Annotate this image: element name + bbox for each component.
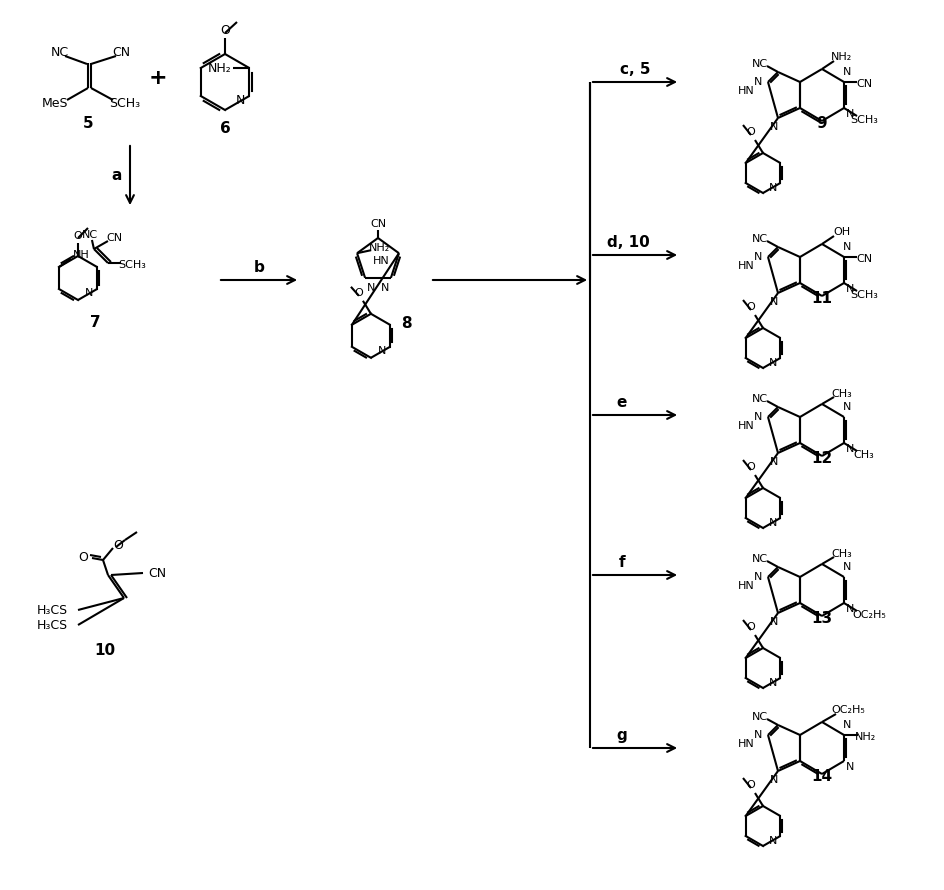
Text: 13: 13 <box>811 611 832 626</box>
Text: N: N <box>842 402 851 412</box>
Text: CN: CN <box>111 45 130 59</box>
Text: N: N <box>769 297 777 307</box>
Text: HN: HN <box>372 256 389 266</box>
Text: N: N <box>845 444 853 454</box>
Text: +: + <box>148 68 167 88</box>
Text: N: N <box>768 518 777 528</box>
Text: 8: 8 <box>400 316 411 331</box>
Text: HN: HN <box>737 261 753 271</box>
Text: O: O <box>113 538 123 552</box>
Text: 11: 11 <box>811 290 832 305</box>
Text: NH₂: NH₂ <box>854 732 876 742</box>
Text: N: N <box>366 283 375 293</box>
Text: d, 10: d, 10 <box>606 234 649 249</box>
Text: NC: NC <box>51 45 69 59</box>
Text: SCH₃: SCH₃ <box>850 115 877 125</box>
Text: NH₂: NH₂ <box>831 52 851 62</box>
Text: N: N <box>842 720 851 730</box>
Text: O: O <box>354 287 362 298</box>
Text: N: N <box>753 412 762 422</box>
Text: NC: NC <box>751 554 767 564</box>
Text: N: N <box>753 252 762 262</box>
Text: O: O <box>746 780 754 790</box>
Text: N: N <box>842 242 851 252</box>
Text: NH: NH <box>73 250 90 260</box>
Text: SCH₃: SCH₃ <box>850 290 877 300</box>
Text: HN: HN <box>737 86 753 96</box>
Text: N: N <box>845 604 853 614</box>
Text: N: N <box>753 572 762 582</box>
Text: 14: 14 <box>811 768 832 783</box>
Text: N: N <box>769 122 777 132</box>
Text: 7: 7 <box>90 314 100 329</box>
Text: NC: NC <box>82 230 98 240</box>
Text: SCH₃: SCH₃ <box>110 96 141 109</box>
Text: N: N <box>769 775 777 785</box>
Text: N: N <box>378 346 386 356</box>
Text: 9: 9 <box>816 116 826 131</box>
Text: N: N <box>845 762 853 772</box>
Text: 6: 6 <box>219 120 230 135</box>
Text: 10: 10 <box>94 643 115 658</box>
Text: CH₃: CH₃ <box>831 549 851 559</box>
Text: c, 5: c, 5 <box>619 61 649 77</box>
Text: NC: NC <box>751 394 767 404</box>
Text: CN: CN <box>106 233 122 243</box>
Text: N: N <box>753 77 762 87</box>
Text: HN: HN <box>737 739 753 749</box>
Text: 5: 5 <box>83 116 93 131</box>
Text: O: O <box>78 551 88 563</box>
Text: N: N <box>85 288 93 298</box>
Text: NH₂: NH₂ <box>207 61 231 75</box>
Text: a: a <box>111 167 122 182</box>
Text: CH₃: CH₃ <box>831 389 851 399</box>
Text: HN: HN <box>737 421 753 431</box>
Text: OH: OH <box>833 227 850 237</box>
Text: N: N <box>768 358 777 368</box>
Text: O: O <box>74 231 82 241</box>
Text: N: N <box>768 183 777 193</box>
Text: H₃CS: H₃CS <box>37 603 68 617</box>
Text: O: O <box>746 462 754 472</box>
Text: O: O <box>746 127 754 137</box>
Text: NC: NC <box>751 59 767 69</box>
Text: N: N <box>768 836 777 846</box>
Text: 12: 12 <box>811 450 832 465</box>
Text: N: N <box>380 283 389 293</box>
Text: CN: CN <box>148 567 166 579</box>
Text: O: O <box>746 302 754 312</box>
Text: CH₃: CH₃ <box>852 450 873 460</box>
Text: N: N <box>842 67 851 77</box>
Text: O: O <box>746 622 754 632</box>
Text: N: N <box>842 562 851 572</box>
Text: O: O <box>220 23 229 36</box>
Text: e: e <box>616 394 627 409</box>
Text: b: b <box>253 260 264 274</box>
Text: OC₂H₅: OC₂H₅ <box>851 610 885 620</box>
Text: N: N <box>845 284 853 294</box>
Text: CN: CN <box>855 79 871 89</box>
Text: NH₂: NH₂ <box>368 243 389 253</box>
Text: NC: NC <box>751 712 767 722</box>
Text: N: N <box>235 93 244 107</box>
Text: SCH₃: SCH₃ <box>118 260 145 270</box>
Text: N: N <box>753 730 762 740</box>
Text: OC₂H₅: OC₂H₅ <box>830 705 864 715</box>
Text: N: N <box>845 109 853 119</box>
Text: H₃CS: H₃CS <box>37 619 68 632</box>
Text: N: N <box>769 617 777 627</box>
Text: g: g <box>616 727 627 742</box>
Text: MeS: MeS <box>42 96 68 109</box>
Text: NC: NC <box>751 234 767 244</box>
Text: f: f <box>618 554 625 570</box>
Text: HN: HN <box>737 581 753 591</box>
Text: CN: CN <box>369 219 386 229</box>
Text: CN: CN <box>855 254 871 264</box>
Text: N: N <box>768 678 777 688</box>
Text: N: N <box>769 457 777 467</box>
